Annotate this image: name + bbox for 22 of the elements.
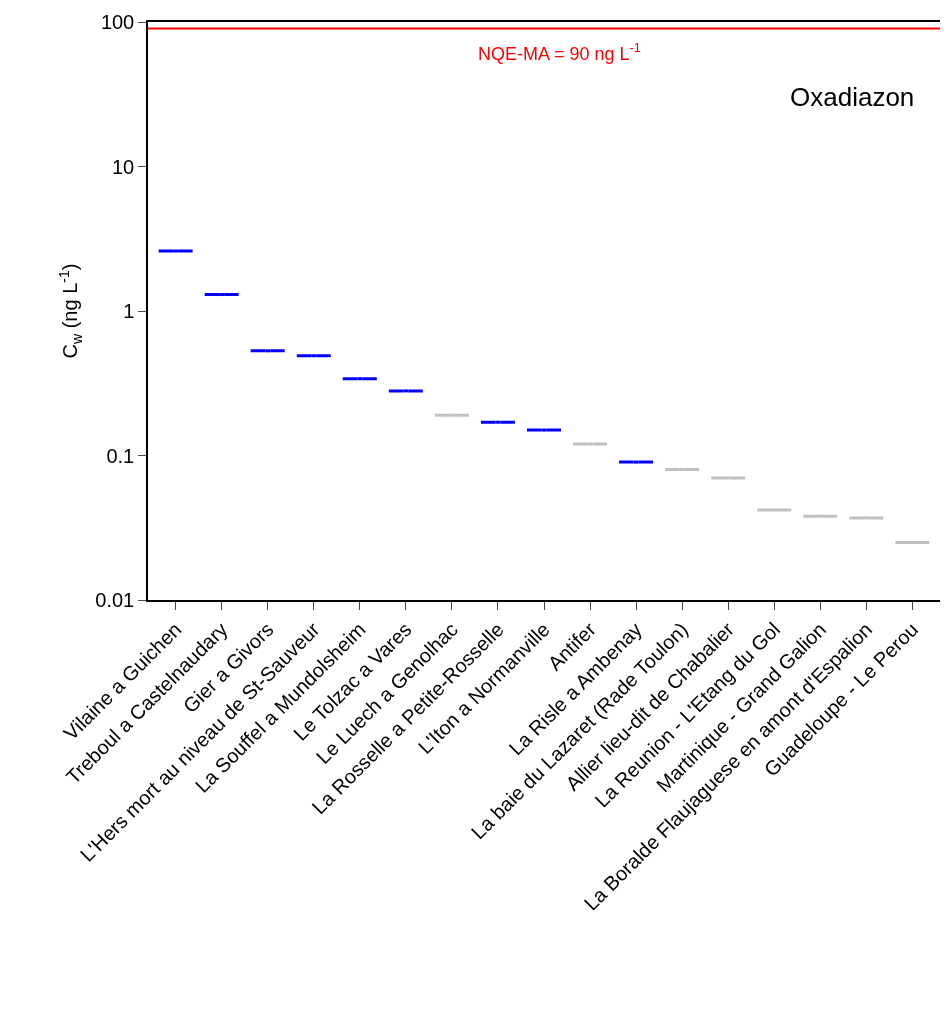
point bbox=[633, 460, 639, 464]
y-tick-label: 10 bbox=[112, 155, 135, 178]
point bbox=[311, 354, 317, 358]
point bbox=[357, 377, 363, 381]
point bbox=[495, 420, 501, 424]
point bbox=[173, 249, 179, 253]
point bbox=[265, 349, 271, 353]
point bbox=[725, 476, 731, 480]
annotation: Oxadiazon bbox=[790, 82, 915, 112]
point bbox=[817, 514, 823, 518]
point bbox=[219, 293, 225, 297]
point bbox=[587, 442, 593, 446]
point bbox=[541, 428, 547, 432]
y-tick-label: 100 bbox=[100, 11, 135, 33]
y-tick-label: 1 bbox=[123, 300, 135, 322]
point bbox=[771, 508, 777, 512]
point bbox=[863, 516, 869, 520]
point bbox=[403, 389, 409, 393]
y-tick-label: 0.1 bbox=[106, 444, 135, 467]
y-tick-label: 0.01 bbox=[95, 589, 135, 611]
point bbox=[449, 413, 455, 417]
ref-line-label: NQE-MA = 90 ng L$^{-1}$ bbox=[478, 41, 641, 64]
